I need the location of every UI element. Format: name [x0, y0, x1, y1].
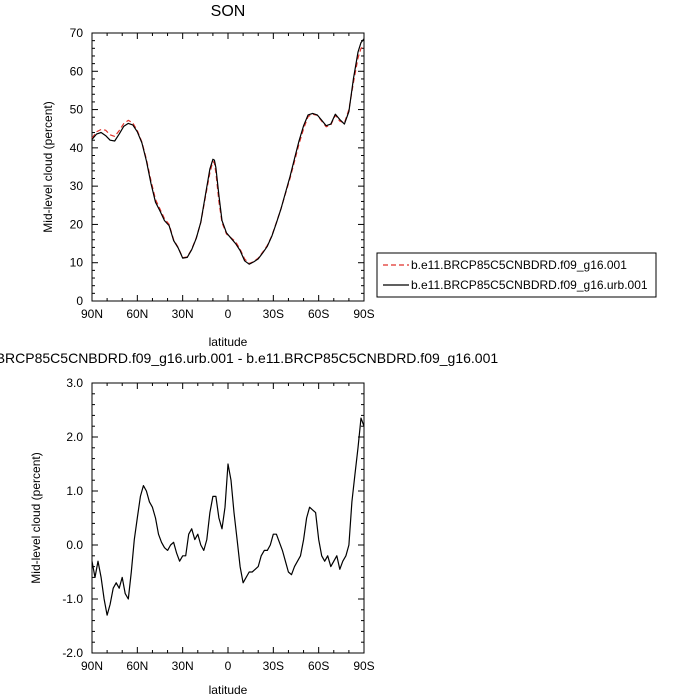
- top-ytick-label: 40: [70, 141, 84, 155]
- bottom-xtick-label: 30S: [263, 659, 284, 673]
- bottom-xlabel: latitude: [209, 683, 248, 697]
- bottom-ytick-label: 2.0: [66, 430, 83, 444]
- top-panel: SON 90N 60N 30N 0 30S 60S 90S 0 10 20 30 40 50 60 70 l…: [41, 3, 375, 349]
- top-xtick-label: 30S: [263, 307, 284, 321]
- bottom-ylabel: Mid-level cloud (percent): [29, 452, 43, 583]
- top-xtick-label: 60N: [126, 307, 148, 321]
- top-ytick-label: 30: [70, 179, 84, 193]
- bottom-xtick-label: 90S: [353, 659, 374, 673]
- top-xtick-label: 30N: [172, 307, 194, 321]
- legend-label-urb: b.e11.BRCP85C5CNBDRD.f09_g16.urb.001: [411, 278, 648, 292]
- top-ytick-label: 0: [76, 294, 83, 308]
- legend: b.e11.BRCP85C5CNBDRD.f09_g16.001 b.e11.B…: [376, 252, 657, 298]
- bottom-ytick-label: 3.0: [66, 376, 83, 390]
- bottom-series-line-0: [91, 417, 365, 616]
- top-plot-frame: [91, 32, 365, 302]
- bottom-panel: b.e11.BRCP85C5CNBDRD.f09_g16.urb.001 - b…: [0, 350, 498, 697]
- top-xtick-label: 60S: [308, 307, 329, 321]
- top-series-line-0: [91, 45, 365, 265]
- bottom-series: [91, 417, 365, 616]
- top-xtick-label: 0: [225, 307, 232, 321]
- bottom-xtick-label: 30N: [172, 659, 194, 673]
- top-ytick-label: 10: [70, 256, 84, 270]
- top-xtick-label: 90N: [81, 307, 103, 321]
- bottom-ytick-label: -2.0: [62, 646, 83, 660]
- top-ytick-label: 60: [70, 64, 84, 78]
- top-xlabel: latitude: [209, 335, 248, 349]
- bottom-xtick-label: 60S: [308, 659, 329, 673]
- top-series: [91, 38, 365, 265]
- top-ytick-label: 70: [70, 26, 84, 40]
- bottom-xtick-label: 0: [225, 659, 232, 673]
- bottom-axes: 90N 60N 30N 0 30S 60S 90S -2.0 -1.0 0.0 1.0 2.0 3.0: [62, 376, 374, 673]
- top-title: SON: [211, 3, 246, 20]
- top-axes: 90N 60N 30N 0 30S 60S 90S 0 10 20 30 40 50 60 70: [70, 26, 375, 321]
- top-ytick-label: 20: [70, 217, 84, 231]
- bottom-plot-frame: [91, 382, 365, 654]
- top-ytick-label: 50: [70, 103, 84, 117]
- bottom-ytick-label: -1.0: [62, 592, 83, 606]
- bottom-xtick-label: 90N: [81, 659, 103, 673]
- legend-box: [376, 252, 657, 298]
- bottom-ytick-label: 0.0: [66, 538, 83, 552]
- top-ylabel: Mid-level cloud (percent): [41, 101, 55, 232]
- bottom-title: b.e11.BRCP85C5CNBDRD.f09_g16.urb.001 - b…: [0, 350, 498, 366]
- legend-label-control: b.e11.BRCP85C5CNBDRD.f09_g16.001: [411, 258, 627, 272]
- top-series-line-1: [91, 38, 365, 265]
- bottom-ytick-label: 1.0: [66, 484, 83, 498]
- bottom-xtick-label: 60N: [126, 659, 148, 673]
- top-xtick-label: 90S: [353, 307, 374, 321]
